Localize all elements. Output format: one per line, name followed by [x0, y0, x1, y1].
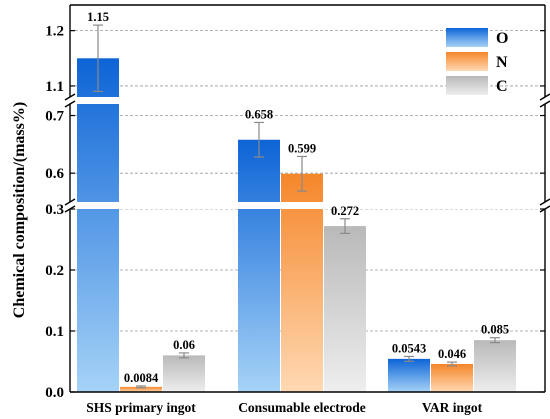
value-label: 1.15: [87, 10, 109, 24]
bar-N-0: [120, 386, 162, 392]
value-label: 0.06: [173, 338, 195, 352]
y-axis-label: Chemical composition/(mass%): [11, 102, 28, 318]
bar-O-2: [388, 358, 430, 392]
legend-label-N: N: [496, 54, 508, 71]
value-label: 0.599: [288, 141, 316, 155]
value-label: 0.658: [245, 107, 273, 121]
y-tick-label: 0.1: [45, 324, 64, 340]
legend-swatch-O: [446, 28, 488, 47]
y-tick-label: 0.2: [45, 263, 64, 279]
y-tick-label: 0.0: [45, 385, 64, 401]
x-category-label: Consumable electrode: [238, 400, 366, 415]
axes: 0.0 0.1 0.2 0.3 0.6 0.7 1.1 1.2 SHS primary ingo…: [45, 4, 546, 415]
legend-swatch-N: [446, 52, 488, 71]
bars: [77, 24, 516, 392]
value-label: 0.0084: [124, 371, 159, 385]
value-label: 0.272: [331, 204, 359, 218]
axis-break-gap: [68, 202, 547, 209]
value-label: 0.0543: [392, 341, 426, 355]
y-tick-label: 1.1: [45, 79, 64, 95]
y-tick-label: 0.7: [45, 109, 64, 125]
legend: ONC: [446, 28, 508, 95]
bar-O-1: [238, 139, 280, 392]
bar-C-1: [324, 226, 366, 392]
bar-C-2: [474, 340, 516, 392]
bar-C-0: [163, 355, 205, 392]
bar-O-0: [77, 58, 119, 392]
x-category-label: VAR ingot: [422, 400, 483, 415]
legend-swatch-C: [446, 76, 488, 95]
x-category-label: SHS primary ingot: [86, 400, 196, 415]
bar-N-2: [431, 363, 473, 392]
y-tick-label: 1.2: [45, 24, 64, 40]
bar-N-1: [281, 173, 323, 392]
legend-label-C: C: [496, 78, 508, 95]
legend-label-O: O: [496, 30, 508, 47]
value-label: 0.046: [438, 347, 466, 361]
axis-break-gap: [68, 97, 547, 104]
value-labels: 1.15 0.0084 0.06 0.658 0.599 0.272 0.0543 0.046…: [87, 10, 509, 385]
value-label: 0.085: [481, 323, 509, 337]
y-tick-label: 0.3: [45, 202, 64, 218]
y-tick-label: 0.6: [45, 166, 64, 182]
